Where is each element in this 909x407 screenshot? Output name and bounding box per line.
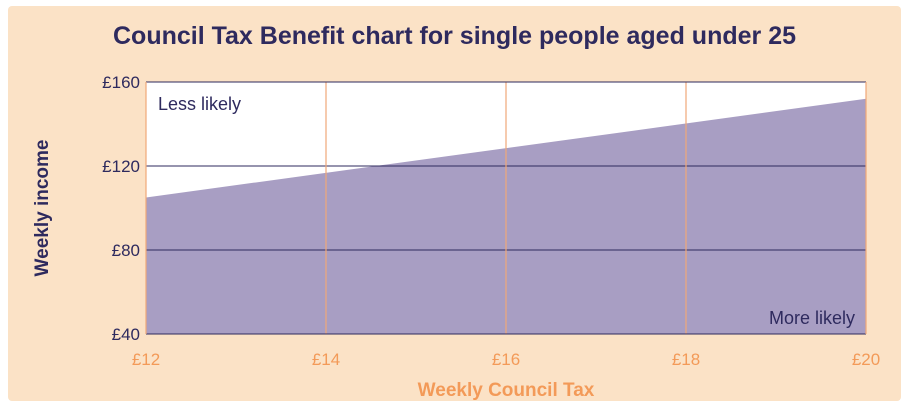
y-tick-label: £160 — [102, 73, 140, 92]
x-tick-label: £16 — [492, 350, 520, 369]
x-tick-label: £20 — [852, 350, 880, 369]
chart-title: Council Tax Benefit chart for single peo… — [113, 22, 796, 50]
x-tick-label: £12 — [132, 350, 160, 369]
x-tick-label: £14 — [312, 350, 340, 369]
y-tick-label: £120 — [102, 157, 140, 176]
x-axis-label: Weekly Council Tax — [418, 380, 595, 401]
annotation-more-likely: More likely — [769, 308, 855, 328]
x-tick-label: £18 — [672, 350, 700, 369]
y-tick-label: £40 — [112, 325, 140, 344]
y-tick-label: £80 — [112, 241, 140, 260]
y-axis-label: Weekly income — [32, 140, 53, 277]
annotation-less-likely: Less likely — [158, 94, 241, 114]
